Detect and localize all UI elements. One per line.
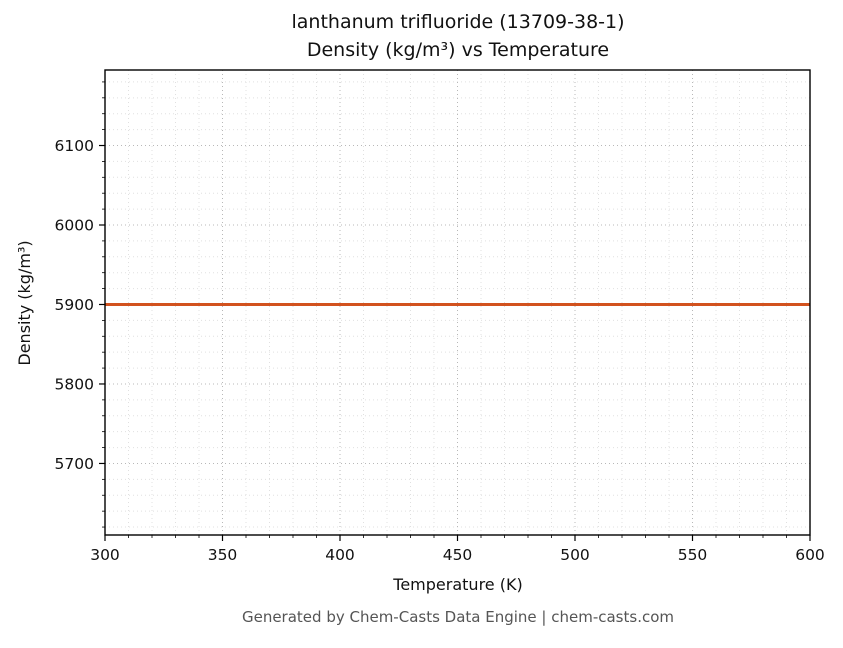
chart-title-line1: lanthanum trifluoride (13709-38-1)	[291, 11, 624, 33]
y-tick-label: 5800	[55, 375, 94, 393]
footer-attribution: Generated by Chem-Casts Data Engine | ch…	[242, 608, 674, 626]
major-gridlines	[104, 70, 811, 535]
chart-title-line2: Density (kg/m³) vs Temperature	[307, 39, 609, 61]
minor-gridlines	[105, 70, 810, 535]
y-tick-label: 5700	[55, 455, 94, 473]
x-tick-label: 500	[560, 546, 590, 564]
x-tick-label: 600	[795, 546, 825, 564]
x-tick-label: 400	[325, 546, 355, 564]
y-tick-label: 6000	[55, 217, 94, 235]
y-axis-label: Density (kg/m³)	[15, 240, 34, 365]
x-tick-label: 450	[443, 546, 473, 564]
x-tick-label: 300	[90, 546, 120, 564]
x-axis-tick-labels: 300 350 400 450 500 550 600	[90, 546, 825, 564]
y-axis-tick-labels: 5700 5800 5900 6000 6100	[55, 137, 94, 473]
x-axis-label: Temperature (K)	[392, 575, 522, 594]
axis-ticks	[99, 81, 811, 541]
y-tick-label: 6100	[55, 137, 94, 155]
x-tick-label: 350	[208, 546, 238, 564]
y-tick-label: 5900	[55, 296, 94, 314]
x-tick-label: 550	[678, 546, 708, 564]
